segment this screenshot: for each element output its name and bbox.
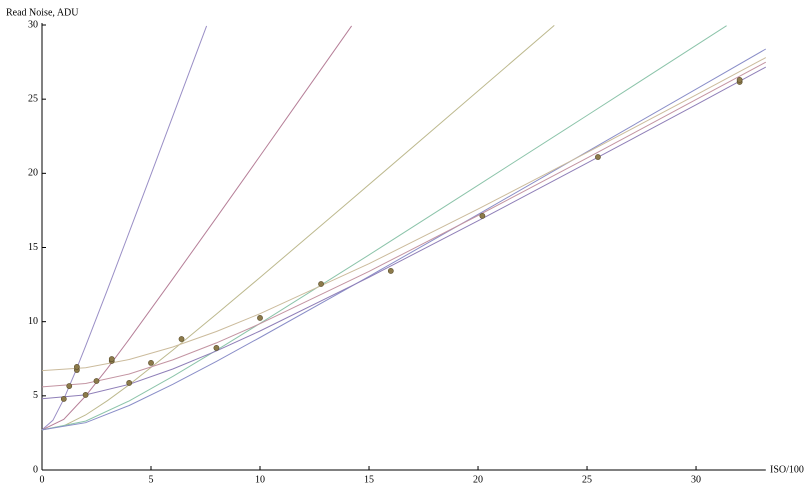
data-point: [213, 345, 220, 351]
y-axis-label: Read Noise, ADU: [6, 7, 79, 18]
data-point: [736, 76, 743, 83]
x-tick-label: 30: [691, 474, 701, 485]
y-tick-label: 0: [33, 464, 38, 475]
y-tick-label: 20: [28, 168, 38, 179]
curve: [41, 25, 555, 431]
y-tick-label: 30: [28, 19, 38, 30]
curve: [41, 66, 767, 400]
y-tick-label: 10: [28, 316, 38, 327]
x-axis-label: ISO/100: [770, 464, 804, 475]
data-point: [108, 356, 115, 362]
data-point: [479, 213, 486, 219]
data-point: [126, 380, 133, 386]
data-point: [82, 392, 89, 398]
curve: [41, 57, 767, 372]
curve: [41, 25, 208, 431]
x-tick-label: 0: [40, 474, 45, 485]
x-tick-label: 20: [473, 474, 483, 485]
data-point: [257, 315, 263, 321]
data-point: [66, 383, 73, 389]
x-tick-label: 5: [149, 474, 154, 485]
data-point: [595, 154, 601, 160]
curve: [41, 25, 727, 431]
data-point: [318, 281, 324, 287]
curve: [41, 48, 767, 431]
x-tick-label: 25: [582, 474, 592, 485]
y-tick-label: 25: [28, 93, 38, 104]
curve: [41, 61, 767, 388]
x-tick-label: 15: [364, 474, 374, 485]
data-point: [60, 396, 67, 402]
y-tick-label: 5: [33, 390, 38, 401]
data-point: [178, 336, 185, 342]
data-point: [148, 360, 154, 366]
curve: [41, 25, 353, 431]
y-tick-label: 15: [28, 242, 38, 253]
x-tick-label: 10: [255, 474, 265, 485]
data-point: [387, 268, 394, 274]
data-point: [73, 364, 80, 370]
data-point: [93, 378, 100, 384]
